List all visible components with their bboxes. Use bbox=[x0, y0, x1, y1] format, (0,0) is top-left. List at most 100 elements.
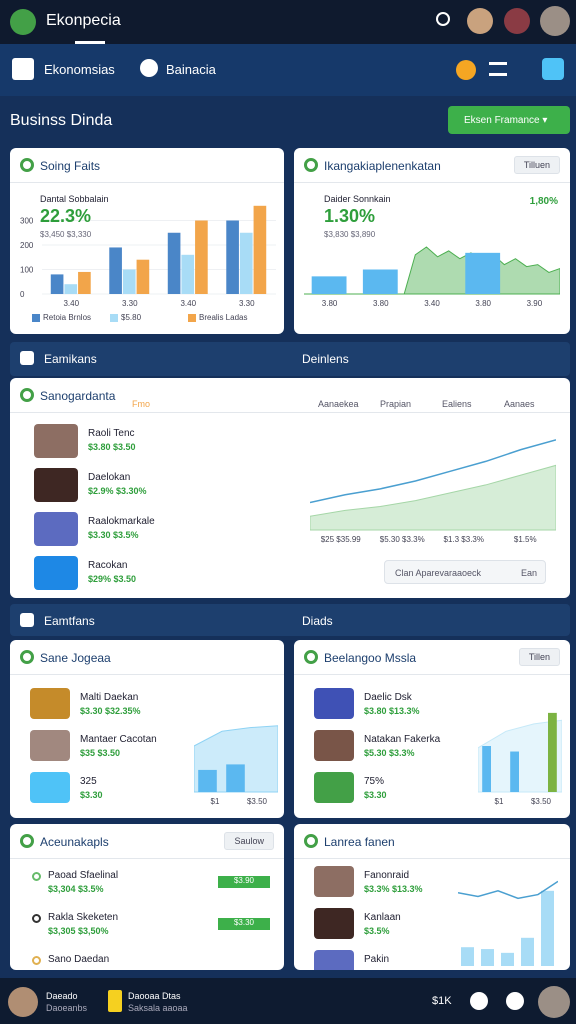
bar bbox=[226, 764, 245, 792]
kpi-note: $3,450 $3,330 bbox=[40, 230, 92, 239]
tag: Fmo bbox=[132, 399, 150, 409]
card-button[interactable]: Saulow bbox=[224, 832, 274, 850]
page-title: Businss Dinda bbox=[10, 112, 113, 129]
column-header: Aanaes bbox=[504, 399, 535, 409]
card-title: Sanogardanta bbox=[40, 389, 116, 403]
bar bbox=[78, 271, 91, 294]
bar bbox=[465, 252, 501, 294]
section-icon bbox=[20, 351, 34, 365]
avatar[interactable] bbox=[504, 8, 530, 34]
notification-icon[interactable] bbox=[470, 992, 488, 1010]
nav-icon bbox=[12, 58, 34, 80]
chart: $1 $3.50 bbox=[478, 712, 562, 806]
card-button[interactable]: Tilluen bbox=[513, 156, 560, 174]
line bbox=[310, 439, 556, 504]
item-icon bbox=[32, 956, 41, 965]
bar bbox=[510, 751, 519, 792]
search-placeholder: Clan Aparevaraaoeck bbox=[395, 568, 482, 578]
avatar[interactable] bbox=[8, 987, 38, 1017]
bar bbox=[198, 769, 217, 792]
card-icon bbox=[304, 834, 318, 848]
card-icon bbox=[304, 650, 318, 664]
wallet-icon bbox=[108, 990, 122, 1012]
item-name: Sano Daedan bbox=[48, 954, 110, 965]
item-image bbox=[314, 866, 354, 898]
x-tick-label: 3.40 bbox=[63, 299, 79, 308]
column-header: Aanaekea bbox=[318, 399, 359, 409]
divider bbox=[10, 858, 284, 859]
amount: $1K bbox=[432, 995, 452, 1007]
legend-label: Retoia Brnlos bbox=[43, 313, 92, 322]
divider bbox=[10, 412, 570, 413]
kpi-note: $3,830 $3,890 bbox=[324, 230, 376, 239]
bar bbox=[195, 220, 208, 294]
search-input[interactable]: Clan Aparevaraaoeck Ean bbox=[384, 560, 546, 584]
user-sub: Daoeanbs bbox=[46, 1003, 88, 1013]
chart: $1 $3.50 bbox=[194, 725, 278, 806]
legend-swatch bbox=[32, 314, 40, 322]
x-tick-label: $3.50 bbox=[531, 797, 552, 806]
bar bbox=[481, 949, 494, 966]
item-name: Natakan Fakerka bbox=[364, 734, 441, 745]
brand: Ekonpecia bbox=[46, 12, 121, 29]
item-image bbox=[30, 772, 70, 804]
nav-item[interactable]: Bainacia bbox=[166, 62, 216, 77]
card-title: Soing Faits bbox=[40, 159, 101, 173]
divider bbox=[294, 182, 570, 183]
x-tick-label: 3.80 bbox=[373, 299, 389, 308]
item-image bbox=[314, 950, 354, 970]
avatar[interactable] bbox=[538, 986, 570, 1018]
item-value: $5.30 $3.3% bbox=[364, 748, 415, 758]
card: Soing Faits 0 100 200 300 3.40 3.30 3.40 3.30 Dan… bbox=[10, 148, 284, 334]
search-icon[interactable] bbox=[436, 12, 450, 26]
x-tick-label: 3.30 bbox=[122, 299, 138, 308]
card: Sane Jogeaa Malti Daekan $3.30 $32.35% Mant… bbox=[10, 640, 284, 818]
item-value: $3.30 bbox=[80, 790, 103, 800]
nav-item[interactable]: Ekonomsias bbox=[44, 62, 115, 77]
area bbox=[310, 464, 556, 531]
item-value: $2.9% $3.30% bbox=[88, 486, 147, 496]
y-tick-label: 0 bbox=[20, 290, 25, 299]
item-image bbox=[34, 556, 78, 591]
menu-icon[interactable] bbox=[489, 62, 507, 76]
divider bbox=[10, 674, 284, 675]
item-name: Fanonraid bbox=[364, 870, 410, 881]
nav-bar: Ekonomsias Bainacia bbox=[0, 44, 576, 96]
section-title: Deinlens bbox=[302, 352, 349, 366]
column-header: Prapian bbox=[380, 399, 412, 409]
item-value: $3.80 $13.3% bbox=[364, 706, 420, 716]
divider bbox=[10, 182, 284, 183]
card-title: Beelangoo Mssla bbox=[324, 651, 417, 665]
section-bar: Eamikans Deinlens bbox=[10, 342, 570, 376]
item-value: $3.30 $32.35% bbox=[80, 706, 141, 716]
card: Sanogardanta Fmo Aanaekea Prapian Ealiens Aan… bbox=[10, 378, 570, 598]
item-image bbox=[30, 688, 70, 720]
kpi-side: 1,80% bbox=[529, 196, 558, 207]
settings-icon[interactable] bbox=[506, 992, 524, 1010]
avatar[interactable] bbox=[540, 6, 570, 36]
bar bbox=[226, 220, 239, 294]
item-value: $3.30 $3.5% bbox=[88, 530, 139, 540]
card: Lanrea fanen Fanonraid $3.3% $13.3% Kanlaan… bbox=[294, 824, 570, 970]
bar bbox=[109, 247, 122, 294]
column-header: Ealiens bbox=[442, 399, 472, 409]
filter-button[interactable]: Eksen Framance ▾ bbox=[448, 106, 570, 134]
section-title: Eamtfans bbox=[44, 614, 95, 628]
avatar[interactable] bbox=[467, 8, 493, 34]
bar bbox=[181, 254, 195, 294]
x-tick-label: 3.30 bbox=[239, 299, 255, 308]
user-name: Daeado bbox=[46, 991, 78, 1001]
bar bbox=[64, 284, 78, 294]
legend-label: $5.80 bbox=[121, 313, 142, 322]
card-icon bbox=[20, 158, 34, 172]
bar bbox=[362, 269, 398, 294]
item-name: Paoad Sfaelinal bbox=[48, 870, 119, 881]
top-bar: Ekonpecia bbox=[0, 0, 576, 44]
logo[interactable] bbox=[10, 9, 36, 35]
item-value: $3.80 $3.50 bbox=[88, 442, 136, 452]
x-tick-label: 3.40 bbox=[180, 299, 196, 308]
app-icon[interactable] bbox=[542, 58, 564, 80]
card-button[interactable]: Tillen bbox=[518, 648, 560, 666]
y-tick-label: 200 bbox=[20, 241, 34, 250]
coin-icon[interactable] bbox=[456, 60, 476, 80]
